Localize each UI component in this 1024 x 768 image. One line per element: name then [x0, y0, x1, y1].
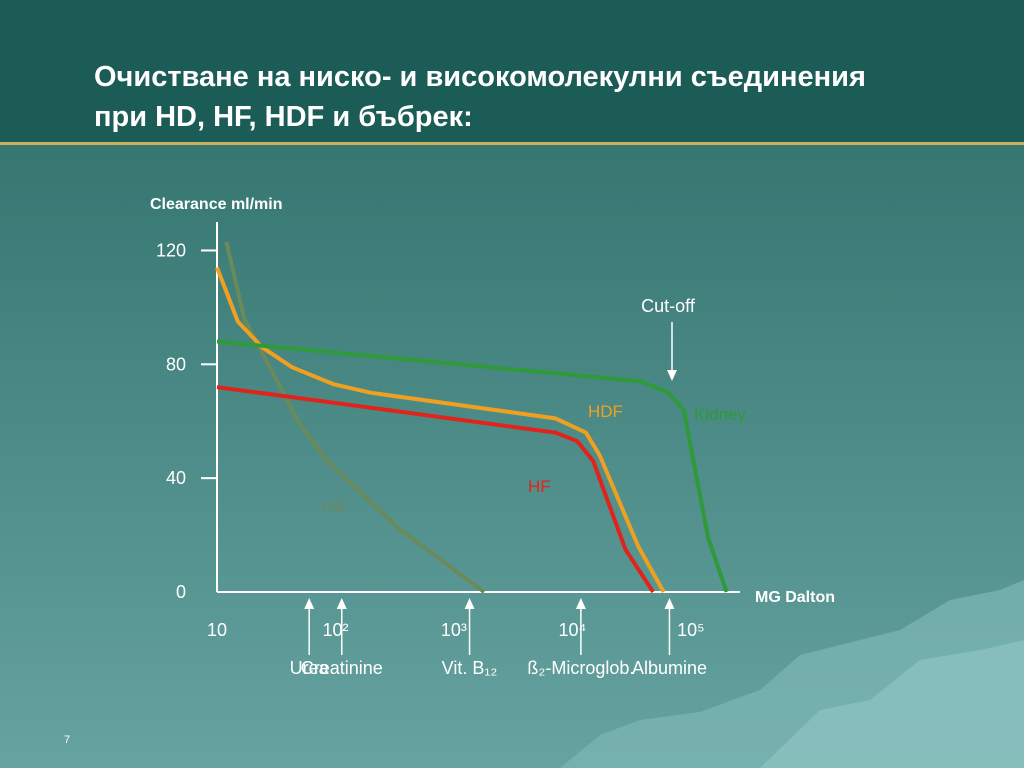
x-tick-label: 10³	[441, 620, 467, 640]
page-number: 7	[64, 734, 70, 746]
series-line	[215, 266, 666, 593]
y-tick-label: 40	[166, 468, 186, 488]
title-line: при HD, HF, HDF и бъбрек:	[94, 101, 473, 133]
series-label: HF	[528, 477, 551, 496]
marker-arrowhead	[464, 598, 475, 609]
annotation: Cut-off	[641, 296, 696, 316]
x-axis-label: MG Dalton	[755, 589, 835, 606]
mountains-front	[760, 640, 1024, 768]
marker-label: Vit. B₁₂	[442, 658, 498, 678]
marker-arrowhead	[304, 598, 315, 609]
marker-arrowhead	[336, 598, 347, 609]
cutoff-arrowhead	[667, 370, 677, 381]
header-band	[0, 0, 1024, 143]
series-line	[224, 241, 486, 594]
marker-label: Creatinine	[301, 658, 383, 678]
series-label: HDF	[588, 402, 623, 421]
y-tick-label: 120	[156, 240, 186, 260]
series-line	[216, 385, 655, 594]
x-tick-label: 10⁵	[677, 620, 704, 640]
y-tick-label: 80	[166, 354, 186, 374]
marker-label: Albumine	[632, 658, 707, 678]
x-tick-label: 10	[207, 620, 227, 640]
x-tick-label: 10⁴	[558, 620, 586, 640]
series-label: Kidney	[694, 405, 746, 424]
marker-label: ß₂-Microglob.	[527, 658, 634, 678]
header-rule	[0, 142, 1024, 145]
title-line: Очистване на ниско- и високомолекулни съ…	[94, 61, 866, 93]
marker-arrowhead	[664, 598, 675, 609]
series-line	[216, 339, 729, 593]
marker-arrowhead	[575, 598, 586, 609]
x-tick-label: 10²	[322, 620, 348, 640]
series-label: HD	[322, 497, 347, 516]
marker-label: Urea	[290, 658, 330, 678]
y-axis-label: Clearance ml/min	[150, 196, 283, 213]
y-tick-label: 0	[176, 582, 186, 602]
